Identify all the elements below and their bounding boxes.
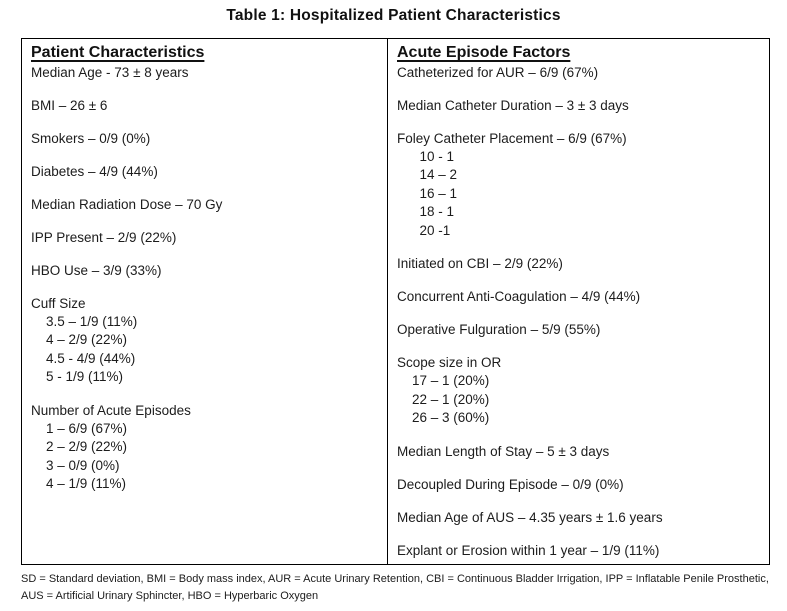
- row-label: Concurrent Anti-Coagulation – 4/9 (44%): [397, 289, 641, 304]
- table-sub-row: 20 -1: [412, 222, 451, 238]
- table-row: Median Length of Stay – 5 ± 3 days: [397, 442, 759, 461]
- row-label: IPP Present – 2/9 (22%): [31, 229, 177, 245]
- row-sub-list: 17 – 1 (20%) 22 – 1 (20%) 26 – 3 (60%): [397, 372, 759, 428]
- table-row: Decoupled During Episode – 0/9 (0%): [397, 475, 759, 494]
- row-label: Initiated on CBI – 2/9 (22%): [397, 256, 563, 271]
- table-sub-row: 4.5 - 4/9 (44%): [46, 350, 136, 366]
- table-row: Explant or Erosion within 1 year – 1/9 (…: [397, 541, 759, 560]
- table-row: Median Age - 73 ± 8 years: [31, 63, 377, 82]
- table-sub-row: 3 – 0/9 (0%): [46, 457, 120, 473]
- table-row: Scope size in OR 17 – 1 (20%) 22 – 1 (20%…: [397, 353, 759, 428]
- table-sub-row: 18 - 1: [412, 204, 455, 219]
- column-patient-characteristics: Patient Characteristics Median Age - 73 …: [22, 39, 387, 564]
- row-label: Foley Catheter Placement – 6/9 (67%): [397, 130, 627, 146]
- row-label: Median Radiation Dose – 70 Gy: [31, 196, 223, 212]
- table-row: Catheterized for AUR – 6/9 (67%): [397, 63, 759, 82]
- table-row: Median Age of AUS – 4.35 years ± 1.6 yea…: [397, 508, 759, 527]
- row-label: Diabetes – 4/9 (44%): [31, 163, 158, 179]
- row-label: Median Length of Stay – 5 ± 3 days: [397, 443, 610, 459]
- column-acute-episode-factors: Acute Episode Factors Catheterized for A…: [387, 39, 769, 564]
- row-label: Cuff Size: [31, 295, 86, 311]
- row-label: Median Age - 73 ± 8 years: [31, 64, 189, 80]
- row-sub-list: 1 – 6/9 (67%) 2 – 2/9 (22%) 3 – 0/9 (0%) 4 …: [31, 420, 377, 494]
- column-header-patient-characteristics: Patient Characteristics: [31, 44, 205, 61]
- table-sub-row: 5 - 1/9 (11%): [46, 369, 124, 384]
- table-sub-row: 4 – 2/9 (22%): [46, 332, 128, 347]
- table-sub-row: 10 - 1: [412, 148, 455, 164]
- row-label: Operative Fulguration – 5/9 (55%): [397, 322, 601, 337]
- table-sub-row: 3.5 – 1/9 (11%): [46, 313, 138, 329]
- table-sub-row: 4 – 1/9 (11%): [46, 476, 127, 491]
- row-label: Median Age of AUS – 4.35 years ± 1.6 yea…: [397, 509, 663, 525]
- table-sub-row: 1 – 6/9 (67%): [46, 420, 128, 436]
- row-sub-list: 3.5 – 1/9 (11%) 4 – 2/9 (22%) 4.5 - 4/9 (4…: [31, 313, 377, 387]
- row-label: Decoupled During Episode – 0/9 (0%): [397, 476, 624, 492]
- table-row: Initiated on CBI – 2/9 (22%): [397, 254, 759, 273]
- table-sub-row: 14 – 2: [412, 167, 458, 182]
- table-row: Foley Catheter Placement – 6/9 (67%) 10 …: [397, 129, 759, 241]
- table-row: Cuff Size 3.5 – 1/9 (11%) 4 – 2/9 (22%) 4.…: [31, 294, 377, 387]
- row-label: Catheterized for AUR – 6/9 (67%): [397, 64, 599, 80]
- abbreviation-footnote: SD = Standard deviation, BMI = Body mass…: [21, 573, 769, 602]
- table-sub-row: 2 – 2/9 (22%): [46, 439, 128, 454]
- table-sub-row: 26 – 3 (60%): [412, 410, 490, 425]
- rows-patient-characteristics: Median Age - 73 ± 8 years BMI – 26 ± 6 S…: [31, 63, 377, 494]
- row-label: Smokers – 0/9 (0%): [31, 130, 151, 146]
- table-row: Concurrent Anti-Coagulation – 4/9 (44%): [397, 287, 759, 306]
- table-title: Table 1: Hospitalized Patient Characteri…: [226, 7, 561, 24]
- table-row: Smokers – 0/9 (0%): [31, 129, 377, 148]
- table-row: Median Catheter Duration – 3 ± 3 days: [397, 96, 759, 115]
- table-sub-row: 17 – 1 (20%): [412, 373, 490, 388]
- table-row: Diabetes – 4/9 (44%): [31, 162, 377, 181]
- table-row: Operative Fulguration – 5/9 (55%): [397, 320, 759, 339]
- row-label: HBO Use – 3/9 (33%): [31, 262, 162, 278]
- table-row: Median Radiation Dose – 70 Gy: [31, 195, 377, 214]
- row-label: BMI – 26 ± 6: [31, 97, 108, 113]
- row-label: Median Catheter Duration – 3 ± 3 days: [397, 97, 629, 113]
- characteristics-table: Patient Characteristics Median Age - 73 …: [21, 38, 770, 565]
- rows-acute-episode-factors: Catheterized for AUR – 6/9 (67%) Median …: [397, 63, 759, 560]
- table-row: BMI – 26 ± 6: [31, 96, 377, 115]
- table-sub-row: 22 – 1 (20%): [412, 391, 490, 407]
- table-sub-row: 16 – 1: [412, 185, 458, 201]
- row-sub-list: 10 - 1 14 – 2 16 – 1 18 - 1 20 -1: [397, 148, 759, 241]
- row-label: Explant or Erosion within 1 year – 1/9 (…: [397, 542, 660, 558]
- row-label: Number of Acute Episodes: [31, 402, 191, 418]
- table-row: IPP Present – 2/9 (22%): [31, 228, 377, 247]
- column-header-acute-episode-factors: Acute Episode Factors: [397, 44, 571, 61]
- row-label: Scope size in OR: [397, 355, 502, 370]
- table-row: Number of Acute Episodes 1 – 6/9 (67%) 2 …: [31, 401, 377, 494]
- table-row: HBO Use – 3/9 (33%): [31, 261, 377, 280]
